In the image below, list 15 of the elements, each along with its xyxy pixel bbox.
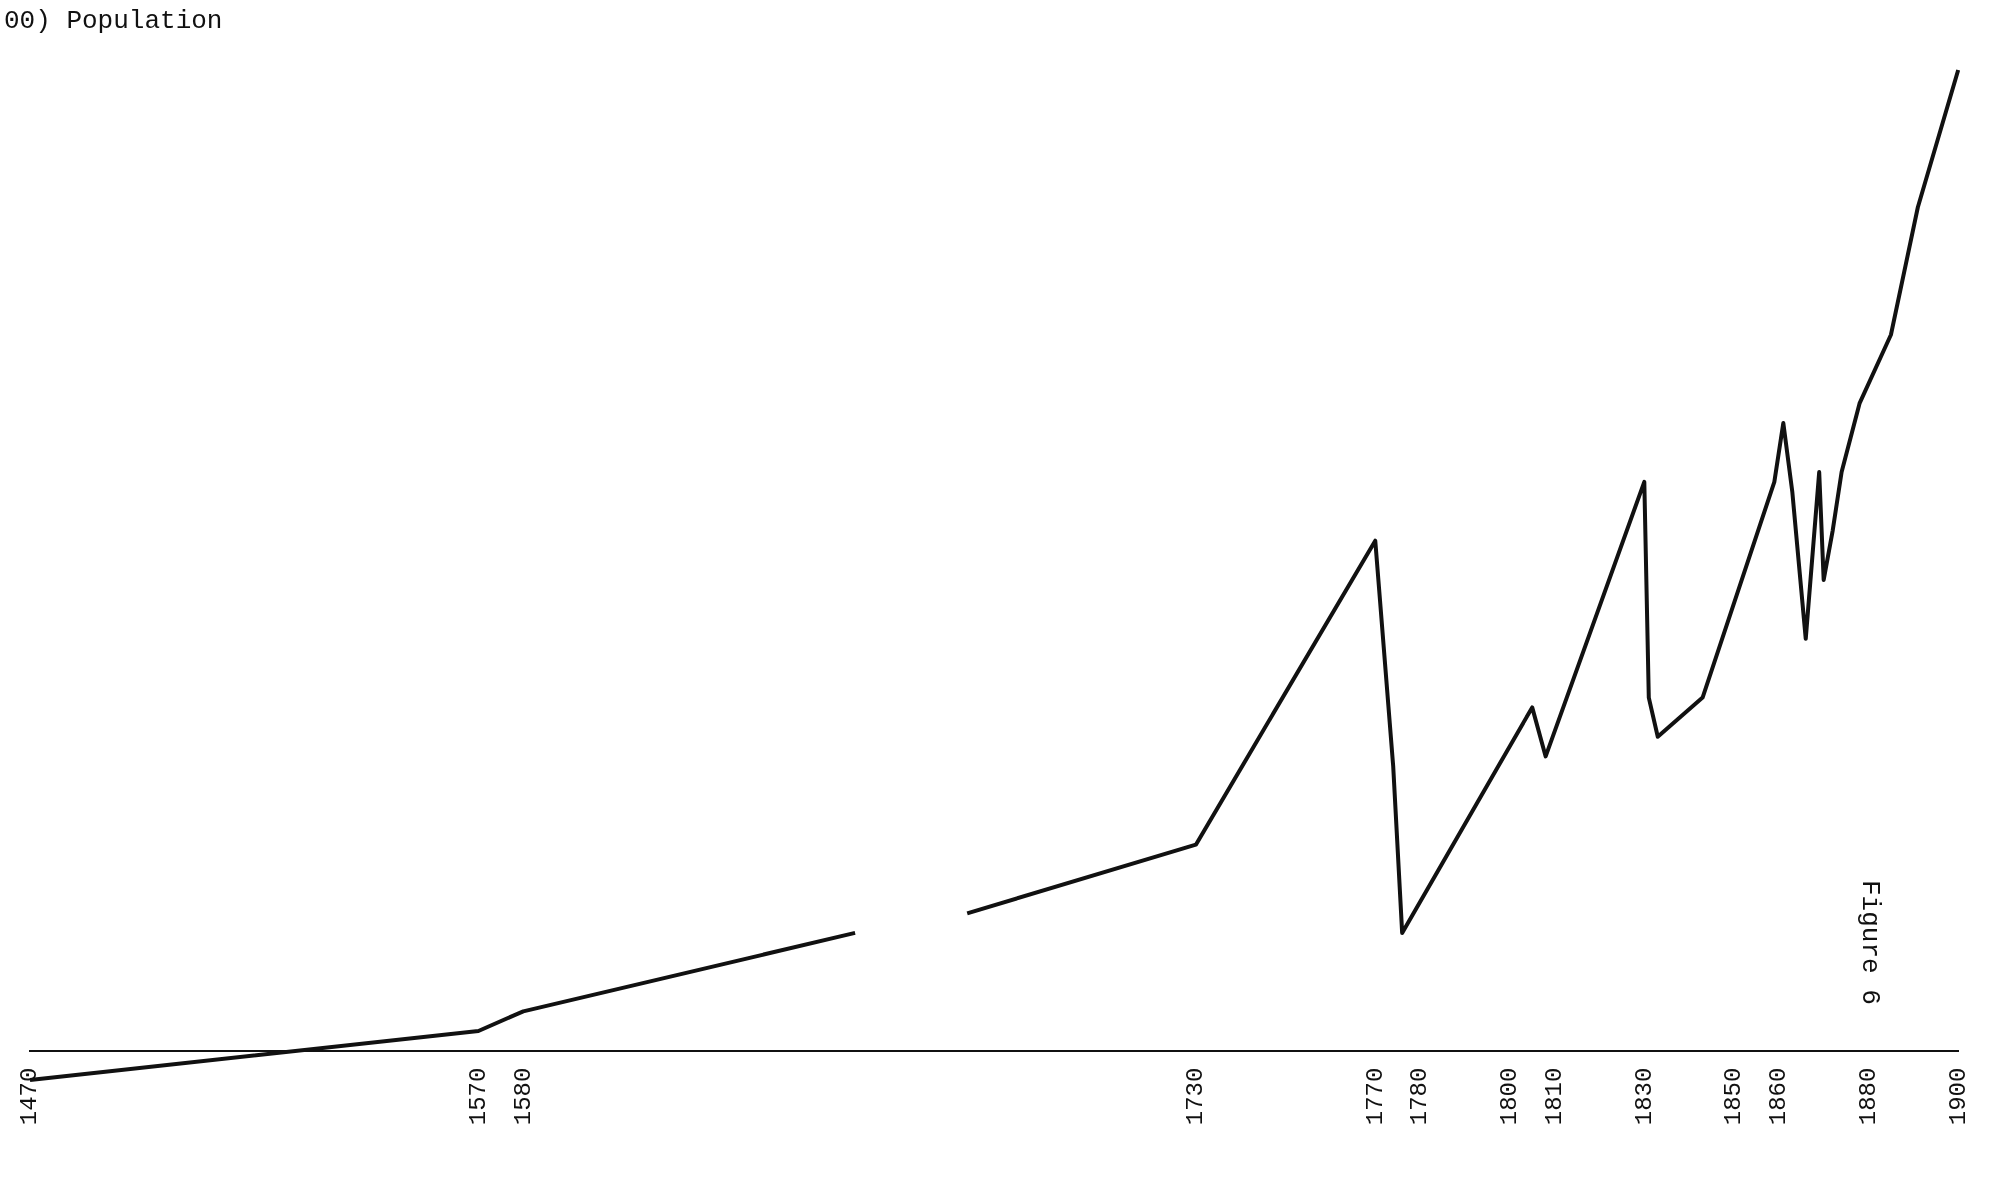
y-axis-title: 00) Population <box>4 6 223 36</box>
x-tick-label: 1880 <box>1854 1067 1882 1126</box>
x-tick-label: 1780 <box>1406 1067 1434 1126</box>
x-tick-label: 1850 <box>1720 1067 1748 1126</box>
x-tick-label: 1580 <box>509 1067 537 1126</box>
x-tick-label: 1800 <box>1496 1067 1524 1126</box>
x-tick-label: 1730 <box>1182 1067 1210 1126</box>
annotation: Figure 6 <box>1855 880 1886 1005</box>
x-tick-label: 1770 <box>1361 1067 1389 1126</box>
x-tick-label: 1900 <box>1944 1067 1972 1126</box>
x-tick-label: 1470 <box>16 1067 44 1126</box>
x-tick-label: 1570 <box>464 1067 492 1126</box>
x-tick-label: 1830 <box>1630 1067 1658 1126</box>
x-tick-label: 1860 <box>1765 1067 1793 1126</box>
x-tick-label: 1810 <box>1540 1067 1568 1126</box>
